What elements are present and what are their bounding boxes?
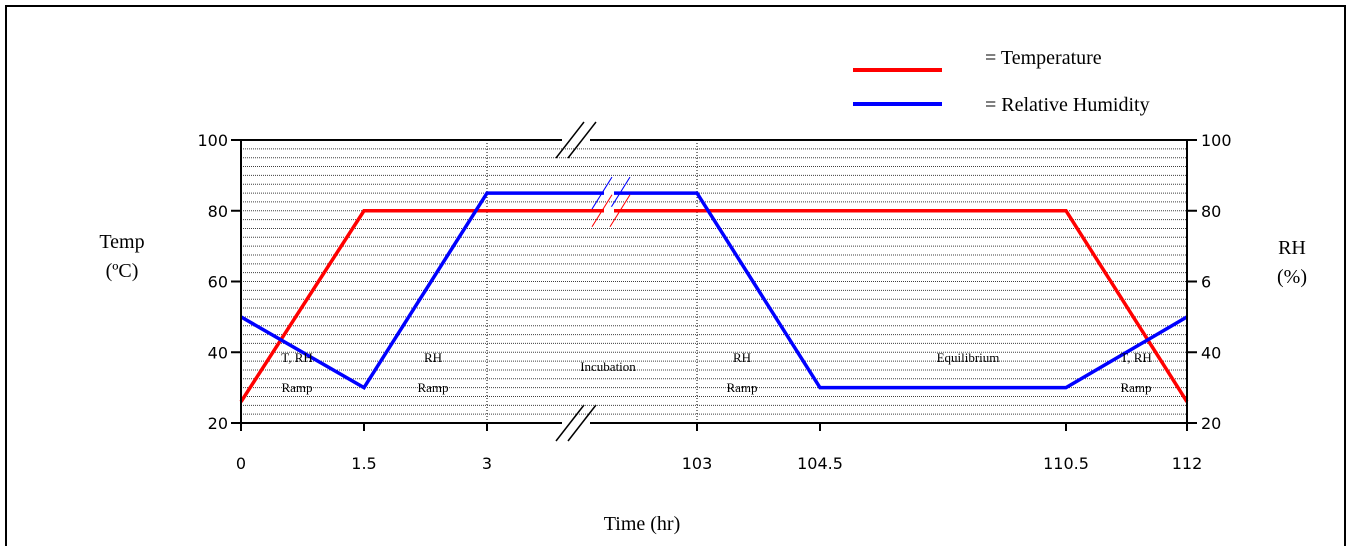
phase-label: Equilibrium	[937, 350, 1000, 365]
y-tick-label-right: 100	[1201, 131, 1232, 150]
break-slash	[555, 404, 585, 442]
phase-label: Ramp	[281, 380, 312, 395]
legend: = Temperature = Relative Humidity	[853, 47, 1150, 116]
break-slash	[567, 121, 597, 159]
y-tick-label-left: 80	[208, 202, 228, 221]
chart-frame	[5, 5, 1346, 546]
line-break-slash	[609, 194, 631, 228]
x-tick-label: 104.5	[797, 454, 843, 473]
series-lines	[239, 176, 1189, 403]
line-break-gap	[604, 206, 614, 215]
phase-label: T, RH	[281, 350, 313, 365]
y-tick-label-right: 20	[1201, 414, 1221, 433]
break-gap	[562, 137, 590, 143]
phase-label: RH	[733, 350, 751, 365]
line-break-slash	[609, 176, 631, 210]
phase-labels: T, RH Ramp RH Ramp Incubation RH Ramp Equilibri…	[281, 350, 1152, 395]
y-tick-label-right: 6	[1201, 273, 1211, 292]
break-slash	[555, 121, 585, 159]
y-axis-title-right-line1: RH	[1278, 237, 1306, 259]
axis-break	[555, 121, 597, 442]
legend-label-temperature: = Temperature	[985, 47, 1102, 69]
y-tick-label-left: 60	[208, 273, 228, 292]
y-axis-title-left-line1: Temp	[99, 231, 144, 253]
line-break-gap	[604, 189, 614, 198]
x-tick-label: 3	[482, 454, 492, 473]
y-axis-title-left-line2: (ºC)	[106, 260, 139, 282]
grid	[241, 140, 1187, 423]
phase-label: T, RH	[1120, 350, 1152, 365]
break-gap	[562, 420, 590, 426]
line-break-slash	[591, 176, 613, 210]
y-axis-title-right-line2: (%)	[1277, 266, 1307, 288]
temperature-line	[239, 209, 1189, 403]
y-tick-label-left: 20	[208, 414, 228, 433]
phase-label: Incubation	[580, 359, 636, 374]
y-tick-label-left: 40	[208, 343, 228, 362]
x-tick-label: 0	[236, 454, 246, 473]
phase-label: RH	[424, 350, 442, 365]
axes	[231, 139, 1197, 431]
y-tick-label-left: 100	[197, 131, 228, 150]
tick-labels: 20 40 60 80 100 20 40 6 80 100 0 1.5 3 103 104.5 110.5 1…	[197, 131, 1231, 473]
y-tick-label-right: 40	[1201, 343, 1221, 362]
phase-label: Ramp	[417, 380, 448, 395]
x-tick-label: 110.5	[1043, 454, 1089, 473]
break-slash	[567, 404, 597, 442]
line-break-slash	[591, 194, 613, 228]
x-axis-title: Time (hr)	[604, 513, 680, 535]
x-tick-label: 1.5	[351, 454, 376, 473]
phase-label: Ramp	[726, 380, 757, 395]
legend-label-humidity: = Relative Humidity	[985, 94, 1150, 116]
x-tick-label: 103	[682, 454, 713, 473]
y-tick-label-right: 80	[1201, 202, 1221, 221]
x-tick-label: 112	[1172, 454, 1203, 473]
phase-label: Ramp	[1120, 380, 1151, 395]
